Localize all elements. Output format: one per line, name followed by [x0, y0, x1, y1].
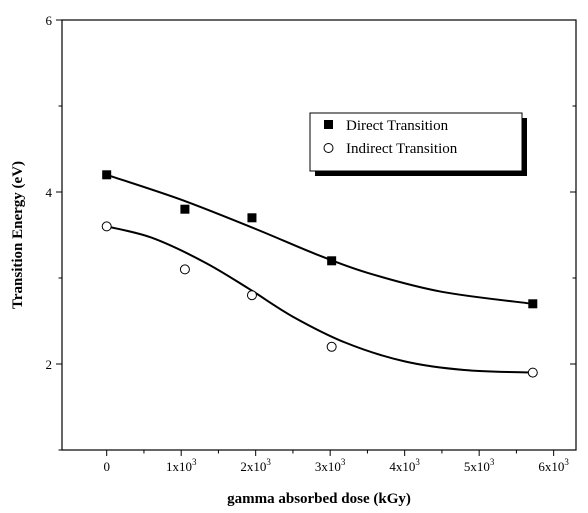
x-tick-label: 0 — [103, 459, 110, 474]
indirect-transition-point — [179, 264, 190, 275]
direct-transition-point — [102, 170, 112, 180]
x-tick-label: 4x103 — [389, 457, 420, 474]
x-tick-label: 2x103 — [240, 457, 271, 474]
y-tick-label: 4 — [46, 185, 53, 200]
indirect-transition-point — [246, 290, 257, 301]
x-tick-label: 1x103 — [166, 457, 197, 474]
fit-curves — [106, 173, 533, 374]
legend-label-indirect: Indirect Transition — [346, 141, 458, 157]
legend-box — [309, 112, 523, 172]
x-axis-title: gamma absorbed dose (kGy) — [227, 491, 411, 507]
legend-marker-indirect — [323, 143, 334, 153]
direct-transition-point — [327, 256, 337, 266]
data-markers — [101, 170, 538, 378]
x-axis-ticks: 0 1x103 2x103 3x103 4x103 5x103 6x103 — [103, 450, 569, 474]
legend-marker-direct — [324, 120, 333, 129]
y-axis-title: Transition Energy (eV) — [10, 161, 26, 309]
legend: Direct Transition Indirect Transition — [309, 112, 527, 176]
direct-transition-point — [247, 213, 257, 223]
plot-frame — [61, 19, 577, 451]
indirect-transition-point — [326, 341, 337, 352]
y-tick-label: 6 — [46, 13, 53, 28]
indirect-fit-curve — [106, 225, 533, 374]
direct-transition-point — [180, 204, 190, 214]
x-tick-label: 3x103 — [315, 457, 346, 474]
direct-fit-curve — [106, 173, 533, 305]
y-axis-ticks: 2 4 6 — [46, 13, 576, 451]
legend-label-direct: Direct Transition — [346, 118, 449, 134]
y-tick-label: 2 — [46, 357, 53, 372]
direct-transition-point — [528, 299, 538, 309]
x-tick-label: 6x103 — [538, 457, 569, 474]
x-tick-label: 5x103 — [464, 457, 495, 474]
indirect-transition-point — [101, 221, 112, 232]
indirect-transition-point — [527, 367, 538, 378]
